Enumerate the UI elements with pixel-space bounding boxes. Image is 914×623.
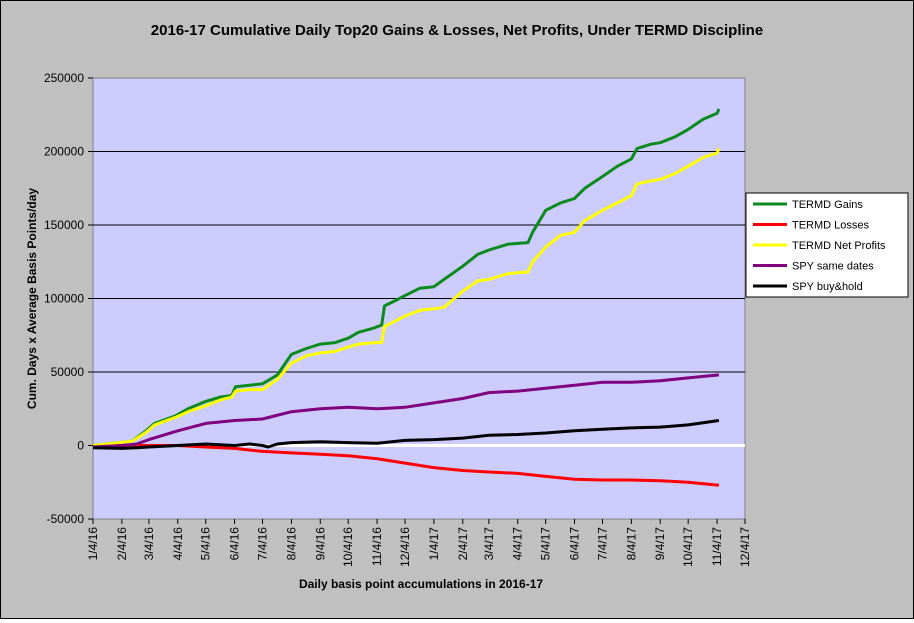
chart-title: 2016-17 Cumulative Daily Top20 Gains & L… (151, 22, 763, 39)
x-tick-label: 1/4/16 (86, 527, 100, 561)
legend-label: TERMD Net Profits (792, 240, 886, 252)
legend-items: TERMD Gains TERMD Losses TERMD Net Profits… (753, 199, 886, 293)
x-tick-label: 5/4/16 (199, 527, 213, 561)
x-tick-label: 5/4/17 (539, 527, 553, 561)
series-lines (92, 108, 721, 487)
x-tick-label: 2/4/17 (456, 527, 470, 561)
series-line-spy-same-dates (92, 373, 720, 449)
legend-label: TERMD Gains (792, 199, 863, 211)
x-tick-label: 9/4/16 (313, 527, 327, 561)
x-axis-label: Daily basis point accumulations in 2016-… (299, 577, 543, 591)
x-tick-label: 4/4/16 (171, 527, 185, 561)
x-tick-label: 8/4/16 (284, 527, 298, 561)
x-axis-ticks: 1/4/16 2/4/16 3/4/16 4/4/16 5/4/16 6/4/16 7/4/… (86, 519, 752, 567)
x-tick-label: 8/4/17 (624, 527, 638, 561)
x-tick-label: 10/4/17 (681, 527, 695, 567)
series-line-termd-gains (92, 108, 721, 447)
x-tick-label: 7/4/16 (256, 527, 270, 561)
x-tick-label: 12/4/17 (738, 527, 752, 567)
y-axis-ticks: -50000 0 50000 100000 150000 200000 250000 (44, 71, 93, 526)
x-tick-label: 10/4/16 (341, 527, 355, 567)
series-line-termd-losses (93, 444, 720, 487)
legend: TERMD Gains TERMD Losses TERMD Net Profits… (745, 192, 909, 298)
x-tick-label: 1/4/17 (427, 527, 441, 561)
x-tick-label: 11/4/16 (370, 527, 384, 566)
y-tick-label: 200000 (44, 145, 84, 159)
y-tick-label: 150000 (44, 218, 84, 232)
x-tick-label: 11/4/17 (710, 527, 724, 566)
series-line-termd-net-profits (92, 148, 721, 447)
x-tick-label: 6/4/16 (228, 527, 242, 561)
series-line-spy-buy-hold (92, 419, 720, 450)
legend-label: SPY same dates (792, 261, 874, 273)
x-tick-label: 2/4/16 (115, 527, 129, 561)
y-tick-label: 50000 (51, 365, 85, 379)
legend-label: TERMD Losses (792, 220, 870, 232)
y-axis-label: Cum. Days x Average Basis Points/day (25, 188, 39, 410)
x-tick-label: 12/4/16 (398, 527, 412, 567)
x-tick-label: 9/4/17 (653, 527, 667, 561)
y-tick-label: 0 (77, 439, 84, 453)
x-tick-label: 6/4/17 (568, 527, 582, 561)
x-tick-label: 7/4/17 (595, 527, 609, 561)
x-tick-label: 3/4/17 (482, 527, 496, 561)
y-tick-label: 250000 (44, 71, 84, 85)
y-tick-label: -50000 (47, 512, 85, 526)
legend-label: SPY buy&hold (792, 281, 863, 293)
y-tick-label: 100000 (44, 292, 84, 306)
x-tick-label: 3/4/16 (142, 527, 156, 561)
x-tick-label: 4/4/17 (511, 527, 525, 561)
